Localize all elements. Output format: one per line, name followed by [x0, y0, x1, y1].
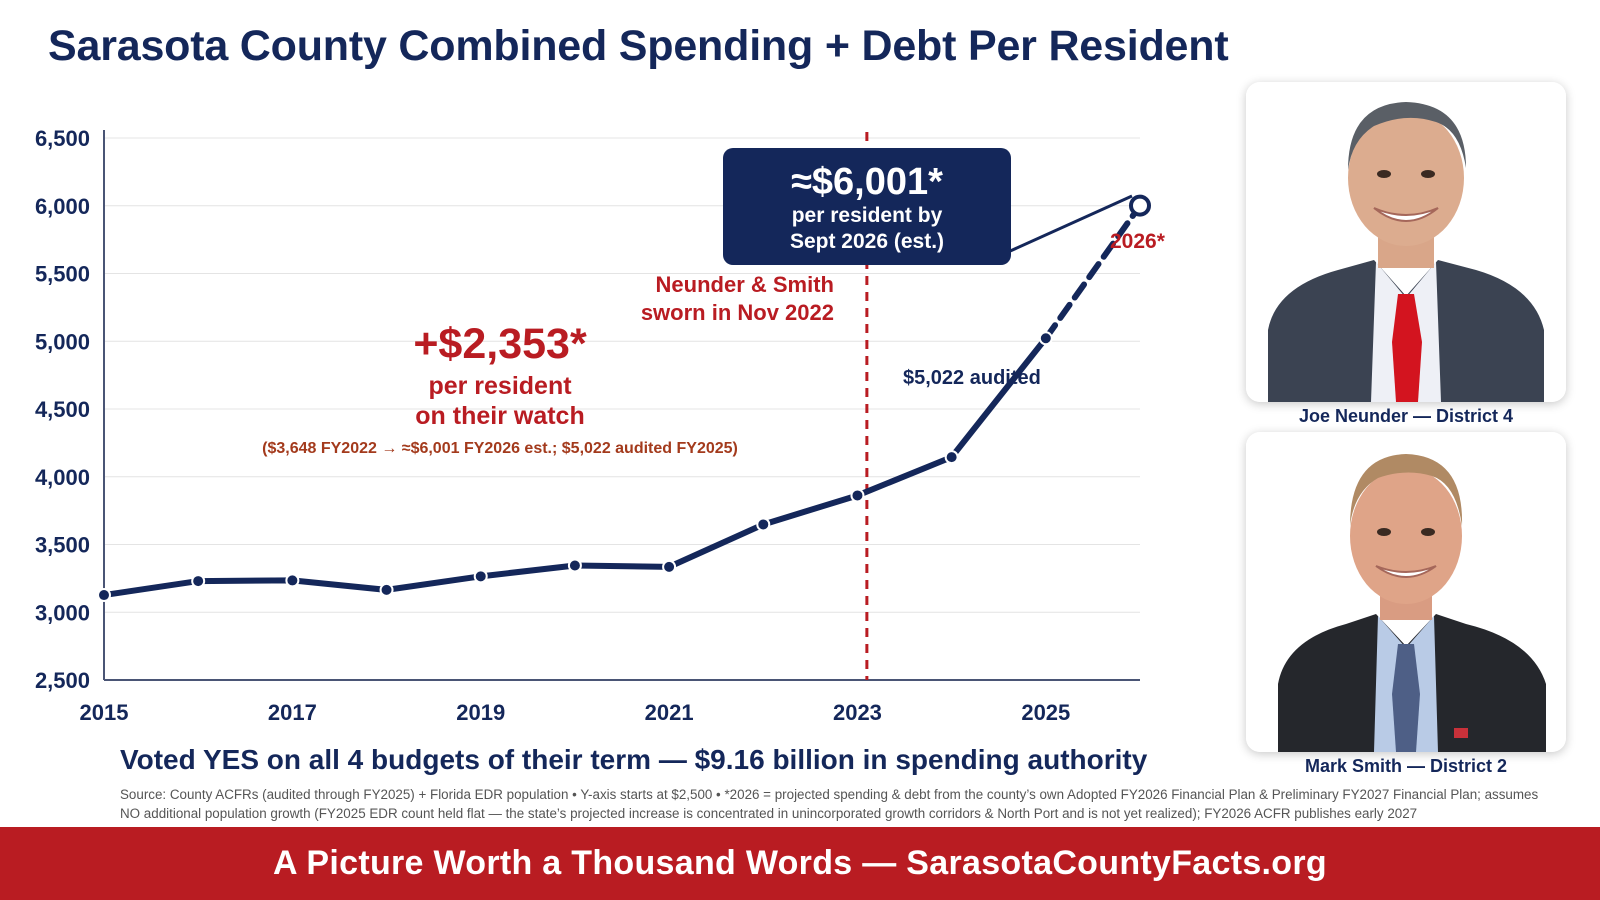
data-point — [944, 450, 959, 465]
y-tick-label: 4,000 — [35, 465, 90, 490]
callout-value: ≈$6,001* — [791, 161, 943, 203]
increase-line2: on their watch — [415, 402, 584, 430]
caption-smith: Mark Smith — District 2 — [1304, 756, 1508, 776]
x-tick-label: 2023 — [833, 700, 882, 725]
data-point — [379, 582, 394, 597]
y-tick-label: 5,000 — [35, 329, 90, 354]
photo-card-smith — [1246, 432, 1566, 752]
data-point — [850, 488, 865, 503]
data-point — [662, 559, 677, 574]
sworn-in-label-line2: sworn in Nov 2022 — [641, 300, 834, 325]
voted-statement: Voted YES on all 4 budgets of their term… — [120, 744, 1148, 775]
x-tick-label: 2025 — [1021, 700, 1070, 725]
data-point — [191, 574, 206, 589]
portrait-photo-neunder — [1246, 82, 1566, 402]
footer-text: A Picture Worth a Thousand Words — Saras… — [273, 844, 1327, 882]
source-note: Source: County ACFRs (audited through FY… — [120, 787, 1539, 821]
callout-pointer — [1007, 194, 1133, 254]
y-tick-label: 6,500 — [35, 126, 90, 151]
point-label-2026: 2026* — [1110, 230, 1166, 253]
chart-title: Sarasota County Combined Spending + Debt… — [48, 22, 1229, 70]
increase-detail: ($3,648 FY2022 → ≈$6,001 FY2026 est.; $5… — [262, 440, 738, 457]
y-tick-label: 3,500 — [35, 533, 90, 558]
footer-banner: A Picture Worth a Thousand Words — Saras… — [0, 827, 1600, 900]
y-tick-label: 5,500 — [35, 262, 90, 287]
data-point — [473, 569, 488, 584]
y-tick-label: 4,500 — [35, 397, 90, 422]
y-tick-label: 2,500 — [35, 668, 90, 693]
callout-box — [723, 148, 1011, 265]
data-point-projected — [1129, 194, 1151, 217]
callout-line1: per resident by — [792, 204, 943, 227]
callout-line2: Sept 2026 (est.) — [790, 230, 944, 253]
portrait-photo-smith — [1246, 432, 1566, 752]
data-point — [756, 517, 771, 532]
x-tick-label: 2021 — [645, 700, 694, 725]
photo-card-neunder — [1246, 82, 1566, 402]
x-tick-label: 2015 — [80, 700, 129, 725]
increase-line1: per resident — [428, 372, 572, 400]
increase-value: +$2,353* — [413, 320, 587, 368]
data-point — [97, 588, 111, 603]
data-point — [567, 558, 582, 573]
caption-neunder: Joe Neunder — District 4 — [1298, 406, 1514, 426]
x-tick-label: 2017 — [268, 700, 317, 725]
y-tick-label: 3,000 — [35, 600, 90, 625]
sworn-in-label-line1: Neunder & Smith — [656, 272, 834, 297]
x-tick-label: 2019 — [456, 700, 505, 725]
data-point — [285, 573, 300, 588]
point-label-2025: $5,022 audited — [903, 367, 1041, 389]
y-tick-label: 6,000 — [35, 194, 90, 219]
series-line-projected — [1042, 202, 1143, 342]
data-point — [1038, 331, 1053, 346]
